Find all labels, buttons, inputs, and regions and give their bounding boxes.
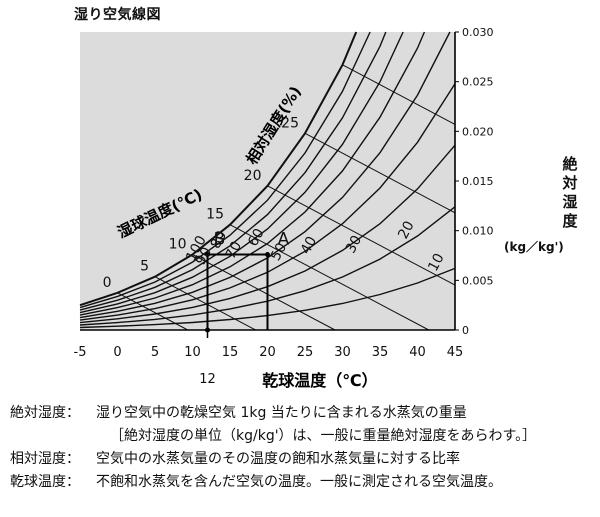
note-absolute-humidity: 絶対湿度： 湿り空気中の乾燥空気 1kg 当たりに含まれる水蒸気の重量 (10, 402, 595, 425)
psychrometric-chart: -5 0 5 10 15 20 25 30 35 40 45 0 0.005 0.010 0.015 0.02… (74, 26, 494, 390)
wb-line-5 (154, 276, 256, 331)
x-tick-label: 40 (409, 345, 426, 360)
wb-line-25 (304, 132, 456, 214)
rh-label-60: 60 (245, 226, 267, 249)
y-tick-label: 0.025 (462, 76, 494, 89)
rh-label-30: 30 (343, 233, 365, 256)
rh-label-80: 80 (208, 228, 230, 251)
note-relative-humidity: 相対湿度： 空気中の水蒸気量のその温度の飽和水蒸気量に対する比率 (10, 448, 595, 471)
note-dry-bulb: 乾球温度： 不飽和水蒸気を含んだ空気の温度。一般に測定される空気温度。 (10, 471, 595, 494)
y-tick-label: 0.020 (462, 125, 494, 138)
y-tick-label: 0.030 (462, 26, 494, 39)
rh-curve-60 (79, 31, 426, 316)
x-tick-label: 25 (297, 345, 314, 360)
note-text: 不飽和水蒸気を含んだ空気の温度。一般に測定される空気温度。 (96, 474, 502, 490)
x-tick-label: 20 (259, 345, 276, 360)
y-axis-unit: (kg／kg') (504, 240, 564, 254)
y-tick-label: 0.015 (462, 175, 494, 188)
marker-b (205, 252, 210, 258)
rh-label-70: 70 (223, 239, 245, 262)
marker-a (265, 252, 270, 258)
note-text: 空気中の水蒸気量のその温度の飽和水蒸気量に対する比率 (96, 451, 460, 467)
wb-line-0 (117, 292, 189, 331)
rh-label-50: 50 (268, 240, 290, 263)
y-axis-title: 絶対湿度 (562, 155, 578, 230)
wb-label-20: 20 (244, 168, 262, 184)
point-label-a: A (278, 230, 290, 250)
y-tick-label: 0.010 (462, 225, 494, 238)
chart-title: 湿り空気線図 (74, 7, 161, 23)
note-absolute-humidity-sub: ［絶対湿度の単位（kg/kg'）は、一般に重量絶対湿度をあらわす。］ (110, 428, 537, 444)
wb-label-15: 15 (206, 207, 224, 223)
x-axis-title: 乾球温度（℃） (262, 371, 377, 390)
wb-label-5: 5 (140, 259, 149, 275)
x-tick-label: 35 (372, 345, 389, 360)
note-term: 絶対湿度： (10, 405, 80, 421)
annotation-x-12: 12 (199, 372, 216, 387)
note-term: 相対湿度： (10, 451, 80, 467)
wb-line-20 (267, 185, 456, 286)
x-tick-label: 45 (447, 345, 464, 360)
rh-label-10: 10 (425, 251, 447, 274)
wb-line-30 (342, 64, 456, 125)
x-tick-label: 5 (151, 345, 159, 360)
rh-label-90: 90 (193, 245, 215, 268)
point-label-b: B (214, 230, 226, 250)
definition-notes: 絶対湿度： 湿り空気中の乾燥空気 1kg 当たりに含まれる水蒸気の重量 ［絶対湿… (10, 402, 595, 494)
note-text: 湿り空気中の乾燥空気 1kg 当たりに含まれる水蒸気の重量 (96, 405, 467, 421)
x-tick-label: 30 (334, 345, 351, 360)
rh-label-40: 40 (298, 234, 320, 257)
x-tick-label: 0 (113, 345, 121, 360)
x-tick-label: -5 (74, 345, 87, 360)
wb-label-10: 10 (169, 237, 187, 253)
x-tick-label: 15 (222, 345, 239, 360)
wb-label-0: 0 (103, 275, 112, 291)
wb-line-10 (192, 254, 336, 331)
y-tick-label: 0 (462, 324, 469, 337)
rh-curve-70 (79, 31, 404, 314)
rh-curve-90 (79, 31, 371, 309)
note-term: 乾球温度： (10, 474, 80, 490)
rh-curve-80 (79, 31, 387, 311)
y-tick-label: 0.005 (462, 274, 494, 287)
x-tick-label: 10 (184, 345, 201, 360)
wb-line-15 (229, 224, 430, 331)
wb-label-25: 25 (281, 115, 299, 131)
rh-label-20: 20 (395, 219, 417, 242)
